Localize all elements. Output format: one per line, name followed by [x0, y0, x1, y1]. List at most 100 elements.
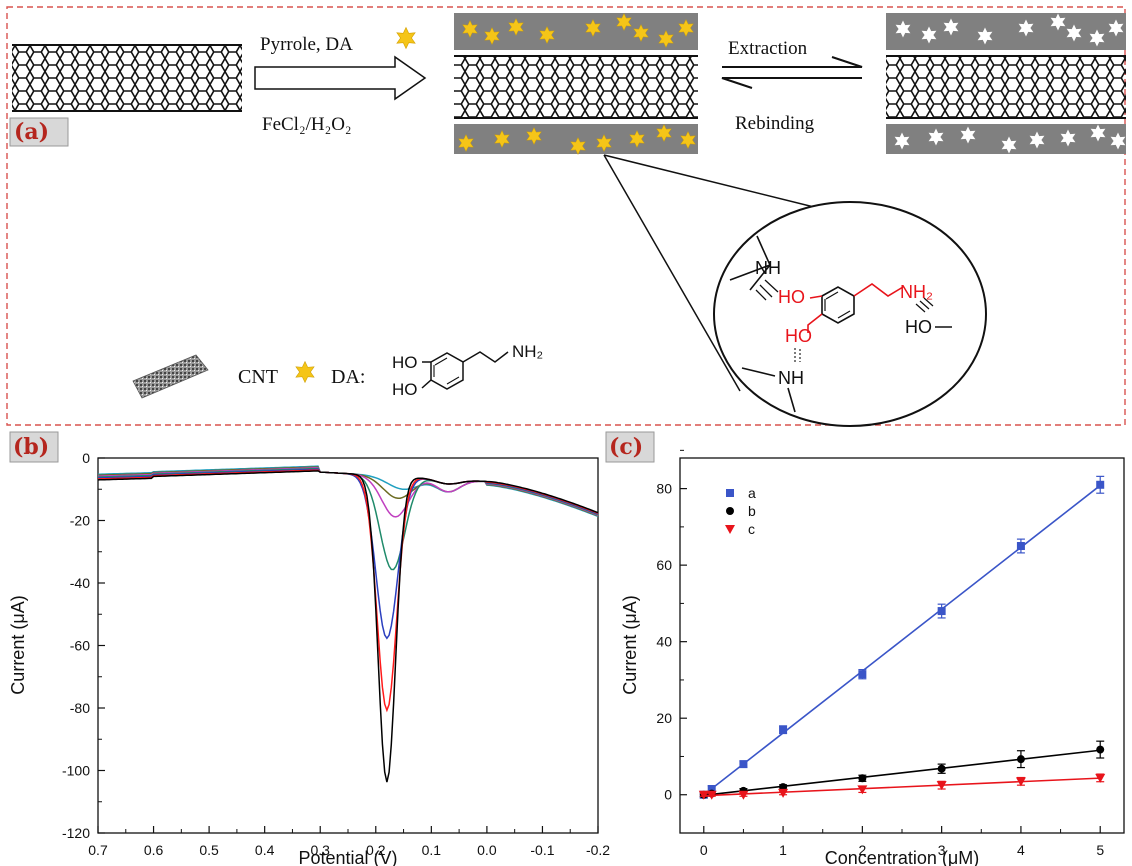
chart-b-ylabel: Current (μA) [8, 595, 28, 694]
polymer-layer-bottom [886, 124, 1126, 154]
legend-label-a: a [748, 485, 756, 501]
imprinted-cnt-cavities [886, 13, 1126, 154]
da-ho-top: HO [392, 353, 418, 372]
chart-b-ticks: 0.7 0.6 0.5 0.4 0.3 0.2 0.1 0.0 -0.1 -0.2 0 -20 -40 -… [62, 450, 610, 858]
y-tick-label: -20 [70, 513, 90, 529]
reaction-arrow-icon [254, 55, 427, 101]
data-point [858, 774, 867, 783]
data-point [937, 764, 946, 773]
panel-c: (c) 0 1 2 3 4 5 0 20 40 60 80 abc Concentration (μ… [605, 431, 1125, 866]
polymer-layer-top [886, 13, 1126, 50]
data-point [779, 725, 788, 734]
reaction-conditions: FeCl₂/H₂O₂ [262, 114, 352, 135]
data-point [857, 785, 868, 795]
binding-site-structure: NH HO NH₂ HO NH HO [729, 235, 952, 413]
data-point [936, 781, 947, 791]
rebinding-label: Rebinding [735, 113, 815, 134]
chart-c-xlabel: Concentration (μM) [825, 848, 979, 866]
x-tick-label: 5 [1096, 842, 1104, 858]
cnt-icon [132, 354, 209, 399]
voltammogram-curve [97, 467, 599, 571]
ho1-label: HO [778, 287, 805, 307]
ho2-label: HO [785, 326, 812, 346]
bare-cnt [12, 44, 242, 112]
legend-label-c: c [748, 521, 755, 537]
da-ho-bottom: HO [392, 380, 418, 399]
x-tick-label: 1 [779, 842, 787, 858]
forward-arrow-icon [722, 56, 863, 68]
x-tick-label: 0.4 [255, 842, 275, 858]
y-tick-label: -40 [70, 575, 90, 591]
da-nh2: NH₂ [512, 342, 543, 361]
extraction-label: Extraction [728, 38, 808, 59]
chart-b-curves [97, 465, 599, 783]
chart-c-ticks: 0 1 2 3 4 5 0 20 40 60 80 [656, 449, 1104, 858]
y-tick-label: -120 [62, 825, 90, 841]
data-point [1096, 480, 1105, 489]
panel-a-label: (a) [14, 119, 49, 145]
y-tick-label: 20 [656, 710, 672, 726]
x-tick-label: 0 [700, 842, 708, 858]
panel-b: (b) 0.7 0.6 0.5 0.4 0.3 0.2 0.1 0.0 -0.1 -0.2 0 -20… [8, 431, 610, 866]
legend-cnt-label: CNT [238, 366, 278, 388]
panel-c-label-box [605, 431, 655, 463]
data-point [937, 607, 946, 616]
nh-bottom-label: NH [778, 368, 804, 388]
nh-top-label: NH [755, 258, 781, 278]
polymer-layer-top [454, 13, 698, 50]
data-point [1015, 777, 1026, 787]
dopamine-star-icon [396, 26, 416, 50]
data-point [707, 784, 716, 793]
data-point [725, 525, 735, 534]
chart-c-ylabel: Current (μA) [620, 595, 640, 694]
data-point [706, 790, 717, 800]
data-point [698, 790, 709, 800]
x-tick-label: 4 [1017, 842, 1025, 858]
fit-line-c [703, 777, 1101, 797]
chart-c-legend: abc [725, 485, 756, 537]
voltammogram-curve [98, 469, 599, 713]
voltammogram-curve [97, 468, 599, 640]
dopamine-star-icon [295, 360, 315, 384]
panel-c-label: (c) [609, 434, 643, 460]
panel-a-border [6, 6, 1126, 426]
legend-label-b: b [748, 503, 756, 519]
zoom-line-left [603, 154, 741, 392]
x-tick-label: -0.1 [530, 842, 554, 858]
y-tick-label: -60 [70, 638, 90, 654]
y-tick-label: -100 [62, 763, 90, 779]
voltammogram-curve [97, 470, 599, 783]
x-tick-label: 0.0 [477, 842, 497, 858]
x-tick-label: 0.3 [310, 842, 330, 858]
legend-a: CNT DA: HO HO NH₂ [132, 342, 543, 399]
data-point [1016, 755, 1025, 764]
data-point [726, 489, 734, 497]
ho-right-label: HO [905, 317, 932, 337]
chart-c-frame [679, 457, 1125, 834]
data-point [1095, 773, 1106, 783]
imprinted-cnt-with-da [454, 13, 698, 155]
chart-b-xlabel: Potential (V) [298, 848, 397, 866]
panel-a: (a) Pyrrole, DA FeCl₂/H₂O₂ [6, 6, 1126, 427]
x-tick-label: 2 [858, 842, 866, 858]
data-point [858, 670, 867, 679]
data-point [726, 507, 734, 515]
x-tick-label: 0.6 [144, 842, 164, 858]
chart-c-series [698, 475, 1106, 800]
chart-b-frame [97, 457, 599, 834]
y-tick-label: 60 [656, 557, 672, 573]
reaction-reagents: Pyrrole, DA [260, 34, 353, 55]
fit-line-a [703, 484, 1101, 796]
y-tick-label: 0 [82, 450, 90, 466]
x-tick-label: 0.2 [366, 842, 386, 858]
x-tick-label: 3 [938, 842, 946, 858]
data-point [738, 790, 749, 800]
cnt-lattice [12, 45, 242, 111]
fit-line-b [703, 749, 1101, 797]
data-point [739, 760, 748, 769]
panel-a-label-box [9, 117, 69, 147]
y-tick-label: 40 [656, 634, 672, 650]
y-tick-label: -80 [70, 700, 90, 716]
data-point [778, 788, 789, 798]
